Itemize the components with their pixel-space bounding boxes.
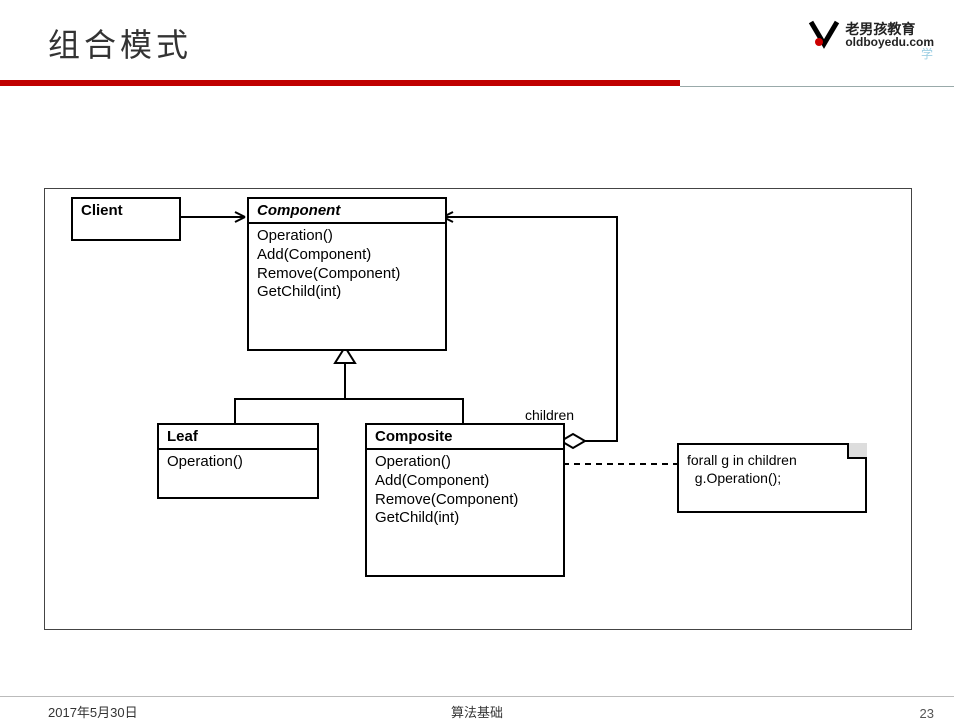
uml-note: forall g in children g.Operation(); (677, 443, 867, 513)
footer-center: 算法基础 (0, 702, 954, 721)
watermark: 学 (921, 45, 934, 62)
uml-diagram: ClientComponentOperation()Add(Component)… (44, 188, 912, 630)
logo-icon (809, 20, 839, 50)
uml-class-body: Operation()Add(Component)Remove(Componen… (249, 224, 445, 305)
uml-class-title: Composite (367, 425, 563, 450)
title-underline (0, 80, 680, 86)
page-title: 组合模式 (48, 20, 192, 66)
footer-page: 23 (920, 706, 934, 721)
note-fold-icon (847, 443, 867, 459)
edge-label-children: children (525, 407, 574, 423)
uml-class-client: Client (71, 197, 181, 241)
title-thin-line (680, 86, 954, 87)
uml-class-composite: CompositeOperation()Add(Component)Remove… (365, 423, 565, 577)
slide: 组合模式 老男孩教育 oldboyedu.com 学 Client Compone… (0, 0, 954, 727)
footer: 2017年5月30日 算法基础 23 (0, 696, 954, 727)
uml-class-title: Component (249, 199, 445, 224)
brand-logo: 老男孩教育 oldboyedu.com (809, 20, 934, 50)
uml-class-title: Client (73, 199, 179, 222)
uml-class-title: Leaf (159, 425, 317, 450)
brand-cn: 老男孩教育 (845, 22, 934, 36)
uml-class-leaf: LeafOperation() (157, 423, 319, 499)
uml-class-component: ComponentOperation()Add(Component)Remove… (247, 197, 447, 351)
uml-class-body: Operation() (159, 450, 317, 475)
uml-class-body: Operation()Add(Component)Remove(Componen… (367, 450, 563, 531)
